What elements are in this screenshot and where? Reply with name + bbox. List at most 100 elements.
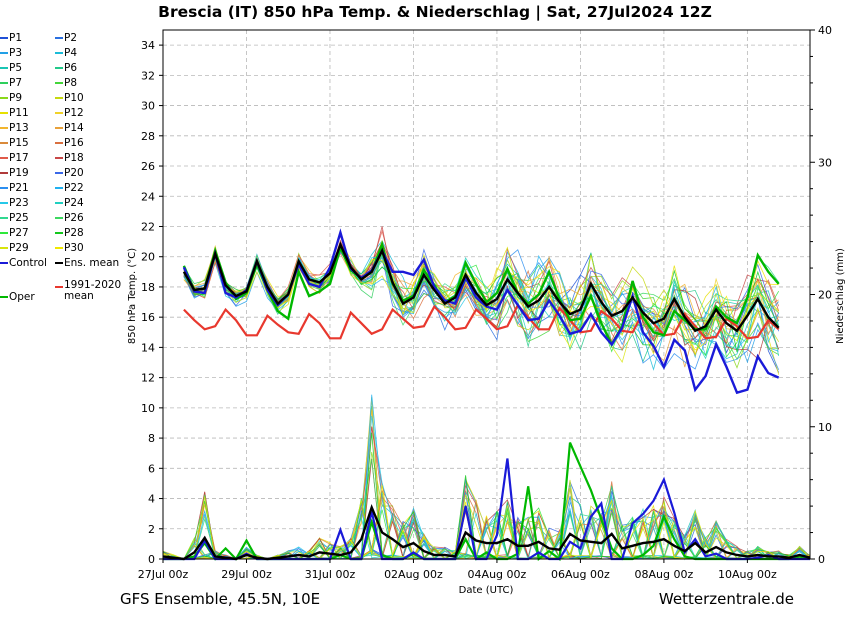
legend-swatch	[0, 82, 8, 84]
legend-row: P3 P4	[0, 47, 125, 62]
legend-swatch	[0, 52, 8, 54]
legend-item: P5	[0, 62, 22, 74]
legend-row: P19 P20	[0, 167, 125, 182]
legend-row: P29 P30	[0, 242, 125, 257]
legend-label: P21	[9, 182, 29, 194]
legend-label: P8	[64, 77, 78, 89]
legend-label: P4	[64, 47, 78, 59]
legend-swatch	[0, 262, 8, 264]
legend-swatch	[55, 67, 63, 69]
y-tick-label: 24	[141, 190, 155, 203]
y-tick-label: 4	[148, 493, 155, 506]
member-precip-line	[162, 409, 811, 561]
legend-row: P21 P22	[0, 182, 125, 197]
legend-row: Control Ens. mean	[0, 257, 125, 272]
legend-swatch	[0, 157, 8, 159]
main-series-layer	[162, 228, 811, 562]
legend-item: P28	[55, 227, 84, 239]
y-tick-label: 12	[141, 372, 155, 385]
legend-item: P18	[55, 152, 84, 164]
chart-title: Brescia (IT) 850 hPa Temp. & Niederschla…	[158, 3, 712, 22]
y-tick-label: 26	[141, 160, 155, 173]
y-tick-label: 20	[141, 251, 155, 264]
legend-label: P11	[9, 107, 29, 119]
ens-mean-temp-line	[182, 241, 780, 333]
legend-swatch	[55, 247, 63, 249]
legend-item: P7	[0, 77, 22, 89]
legend-row: P23 P24	[0, 197, 125, 212]
legend-row: P17 P18	[0, 152, 125, 167]
legend-label: P10	[64, 92, 84, 104]
y2-tick-label: 0	[818, 553, 825, 566]
legend-row: P1 P2	[0, 32, 125, 47]
legend-item: P16	[55, 137, 84, 149]
legend-label: Ens. mean	[64, 257, 120, 269]
legend-swatch	[0, 187, 8, 189]
x-tick-label: 27Jul 00z	[138, 568, 189, 581]
legend-label: P16	[64, 137, 84, 149]
legend-swatch	[55, 82, 63, 84]
legend-item: P1	[0, 32, 22, 44]
legend-label: P17	[9, 152, 29, 164]
site-credit: Wetterzentrale.de	[658, 590, 794, 608]
legend-label: P23	[9, 197, 29, 209]
legend-label: P22	[64, 182, 84, 194]
legend-label: P15	[9, 137, 29, 149]
legend-item: P11	[0, 107, 29, 119]
legend-item-climatology: 1991-2020 mean	[55, 280, 121, 302]
legend-swatch	[55, 52, 63, 54]
legend-item: P13	[0, 122, 29, 134]
legend-item: P29	[0, 242, 29, 254]
legend-swatch	[0, 296, 8, 298]
legend-swatch	[55, 142, 63, 144]
legend-swatch	[0, 67, 8, 69]
x-axis-label: Date (UTC)	[459, 585, 514, 596]
legend: P1 P2 P3 P4 P5 P6 P7 P8 P9 P10 P11 P12 P13 P14 P15 P16 P…	[0, 32, 125, 312]
legend-item: P15	[0, 137, 29, 149]
y-tick-label: 18	[141, 281, 155, 294]
legend-item: P4	[55, 47, 77, 59]
y2-tick-label: 40	[818, 24, 832, 37]
legend-label: P30	[64, 242, 84, 254]
legend-row: P11 P12	[0, 107, 125, 122]
legend-swatch	[55, 232, 63, 234]
legend-label: P18	[64, 152, 84, 164]
y-tick-label: 22	[141, 220, 155, 233]
legend-swatch	[0, 232, 8, 234]
y2-tick-label: 10	[818, 421, 832, 434]
y-tick-label: 16	[141, 311, 155, 324]
legend-label: P7	[9, 77, 23, 89]
legend-row: P9 P10	[0, 92, 125, 107]
legend-swatch	[55, 217, 63, 219]
legend-label: P29	[9, 242, 29, 254]
y2-tick-label: 20	[818, 289, 832, 302]
legend-item: P22	[55, 182, 84, 194]
legend-label: P14	[64, 122, 84, 134]
legend-item-oper: Oper	[0, 291, 35, 303]
legend-swatch	[0, 127, 8, 129]
legend-label: P6	[64, 62, 78, 74]
legend-swatch	[0, 217, 8, 219]
climatology-line	[183, 303, 780, 340]
legend-swatch	[0, 172, 8, 174]
legend-item: P10	[55, 92, 84, 104]
legend-row: P13 P14	[0, 122, 125, 137]
x-tick-label: 10Aug 00z	[718, 568, 777, 581]
legend-label: P3	[9, 47, 23, 59]
clim-label-line1: 1991-2020	[64, 279, 122, 291]
y-tick-label: 2	[148, 523, 155, 536]
legend-item: Control	[0, 257, 47, 269]
legend-row: P7 P8	[0, 77, 125, 92]
clim-label-line2: mean	[64, 290, 94, 302]
legend-swatch	[55, 127, 63, 129]
legend-item: P20	[55, 167, 84, 179]
legend-swatch	[0, 37, 8, 39]
legend-row: P25 P26	[0, 212, 125, 227]
y-tick-label: 30	[141, 100, 155, 113]
legend-item: P23	[0, 197, 29, 209]
legend-label: P26	[64, 212, 84, 224]
legend-extra: 1991-2020 mean Oper	[0, 272, 125, 312]
legend-swatch	[55, 262, 63, 264]
legend-item: P6	[55, 62, 77, 74]
